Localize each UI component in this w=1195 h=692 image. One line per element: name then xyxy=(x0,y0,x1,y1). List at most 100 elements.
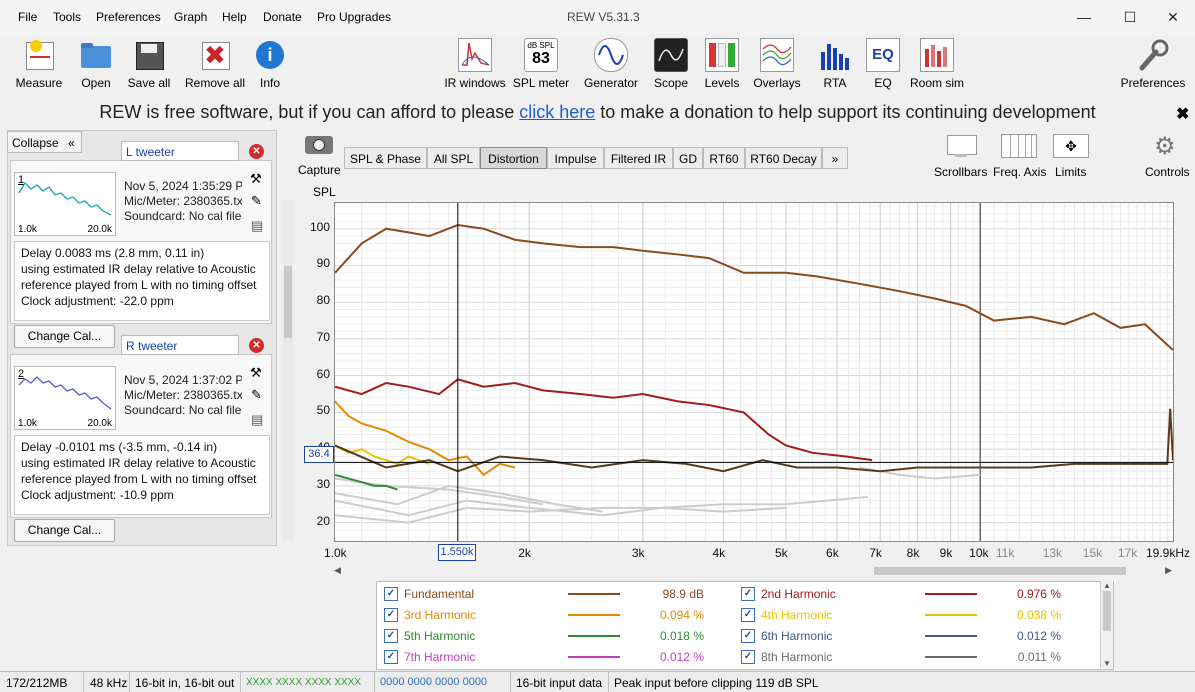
legend-checkbox[interactable]: ✓ xyxy=(741,650,755,664)
panel-scrollbar[interactable] xyxy=(283,200,293,540)
tab-impulse[interactable]: Impulse xyxy=(547,147,604,169)
delay-line: using estimated IR delay relative to Aco… xyxy=(21,262,256,276)
legend-swatch xyxy=(925,614,977,616)
room-sim-button[interactable]: Room sim xyxy=(908,38,966,90)
tab-spl-phase[interactable]: SPL & Phase xyxy=(344,147,427,169)
series-line-noise xyxy=(335,408,1173,473)
remove-measurement-1-icon[interactable]: ✕ xyxy=(249,144,264,159)
legend-checkbox[interactable]: ✓ xyxy=(384,587,398,601)
ir-windows-button[interactable]: IR windows xyxy=(442,38,508,90)
legend-checkbox[interactable]: ✓ xyxy=(741,629,755,643)
delay-line: reference played from L with no timing o… xyxy=(21,472,257,486)
camera-icon[interactable] xyxy=(302,136,336,158)
notes-icon-1[interactable]: ▤ xyxy=(251,218,264,233)
room-sim-label: Room sim xyxy=(909,76,964,90)
menu-pro-upgrades[interactable]: Pro Upgrades xyxy=(317,10,392,24)
freq-axis-label[interactable]: Freq. Axis xyxy=(993,165,1047,179)
freq-axis-icon[interactable] xyxy=(1001,134,1037,158)
eq-button[interactable]: EQ EQ xyxy=(866,38,900,90)
notes-icon-2[interactable]: ▤ xyxy=(251,412,264,427)
limits-icon[interactable]: ✥ xyxy=(1053,134,1089,158)
panel-scroll-thumb[interactable] xyxy=(284,266,292,338)
legend-checkbox[interactable]: ✓ xyxy=(384,650,398,664)
measurement-thumbnail-2[interactable]: 2 1.0k 20.0k xyxy=(14,366,116,430)
tab-gd[interactable]: GD xyxy=(673,147,703,169)
overlays-button[interactable]: Overlays xyxy=(752,38,802,90)
menu-graph[interactable]: Graph xyxy=(174,10,208,24)
x-tick-label: 13k xyxy=(1042,546,1063,560)
pencil-icon-1[interactable]: ✎ xyxy=(251,193,262,208)
measurement-thumbnail-1[interactable]: 1 1.0k 20.0k xyxy=(14,172,116,236)
tab-all-spl[interactable]: All SPL xyxy=(427,147,480,169)
gear-icon[interactable]: ⚙ xyxy=(1154,133,1176,160)
distortion-plot[interactable] xyxy=(334,202,1174,542)
donation-link[interactable]: click here xyxy=(519,102,596,122)
x-tick-label: 5k xyxy=(774,546,788,560)
save-all-button[interactable]: Save all xyxy=(126,38,172,90)
change-cal-button-1[interactable]: Change Cal... xyxy=(14,325,115,348)
tools-icon-1[interactable]: ⚒ xyxy=(250,171,262,186)
tab-distortion[interactable]: Distortion xyxy=(480,147,547,169)
capture-label[interactable]: Capture xyxy=(298,163,341,177)
measurement-name-1[interactable]: L tweeter xyxy=(121,141,239,161)
legend-value: 0.018 % xyxy=(659,629,704,643)
scrollbars-icon[interactable] xyxy=(945,135,977,159)
plot-scroll-thumb[interactable] xyxy=(874,567,1126,575)
open-label: Open xyxy=(81,76,111,90)
measurement-name-2[interactable]: R tweeter xyxy=(121,335,239,355)
measure-button[interactable]: Measure xyxy=(14,38,64,90)
maximize-icon[interactable]: ☐ xyxy=(1123,9,1137,25)
legend-checkbox[interactable]: ✓ xyxy=(384,629,398,643)
legend-value: 0.038 % xyxy=(1016,608,1061,622)
plot-canvas[interactable] xyxy=(335,203,1173,541)
remove-measurement-2-icon[interactable]: ✕ xyxy=(249,338,264,353)
plot-horizontal-scrollbar[interactable]: ◀ ▶ xyxy=(334,565,1174,577)
legend-checkbox[interactable]: ✓ xyxy=(741,587,755,601)
scroll-left-icon[interactable]: ◀ xyxy=(334,565,341,575)
menu-donate[interactable]: Donate xyxy=(263,10,302,24)
measurement-mic-2: Mic/Meter: 2380365.txt xyxy=(124,388,242,402)
legend-scroll-thumb[interactable] xyxy=(1103,591,1111,631)
menu-help[interactable]: Help xyxy=(222,10,247,24)
legend-series-name: 6th Harmonic xyxy=(761,629,833,643)
change-cal-button-2[interactable]: Change Cal... xyxy=(14,519,115,542)
scope-label: Scope xyxy=(653,76,689,90)
tab-rt60[interactable]: RT60 xyxy=(703,147,745,169)
legend-scroll-down-icon[interactable]: ▼ xyxy=(1103,659,1111,668)
preferences-button[interactable]: Preferences xyxy=(1120,38,1186,90)
status-peak-input: Peak input before clipping 119 dB SPL xyxy=(614,676,819,690)
scrollbars-label[interactable]: Scrollbars xyxy=(934,165,988,179)
generator-button[interactable]: Generator xyxy=(583,38,639,90)
controls-label[interactable]: Controls xyxy=(1145,165,1190,179)
close-window-icon[interactable]: ✕ xyxy=(1167,9,1179,25)
legend-scrollbar[interactable]: ▲ ▼ xyxy=(1100,581,1113,668)
measure-icon xyxy=(22,38,56,72)
legend-checkbox[interactable]: ✓ xyxy=(741,608,755,622)
tab-more[interactable]: » xyxy=(822,147,848,169)
tools-icon-2[interactable]: ⚒ xyxy=(250,365,262,380)
pencil-icon-2[interactable]: ✎ xyxy=(251,387,262,402)
scope-button[interactable]: Scope xyxy=(652,38,690,90)
tab-filtered-ir[interactable]: Filtered IR xyxy=(604,147,673,169)
cursor-x-readout: 1.550k xyxy=(438,544,476,561)
legend-checkbox[interactable]: ✓ xyxy=(384,608,398,622)
x-tick-label: 2k xyxy=(518,546,531,560)
menu-file[interactable]: File xyxy=(18,10,38,24)
measurement-date-2: Nov 5, 2024 1:37:02 PM xyxy=(124,373,242,387)
legend-scroll-up-icon[interactable]: ▲ xyxy=(1103,581,1111,590)
spl-meter-button[interactable]: dB SPL 83 SPL meter xyxy=(512,38,570,90)
remove-all-button[interactable]: ✖ Remove all xyxy=(184,38,246,90)
levels-button[interactable]: Levels xyxy=(702,38,742,90)
close-banner-icon[interactable]: ✖ xyxy=(1176,106,1190,123)
info-button[interactable]: i Info xyxy=(252,38,288,90)
limits-label[interactable]: Limits xyxy=(1055,165,1087,179)
collapse-button[interactable]: Collapse « xyxy=(7,131,82,153)
legend-value: 0.094 % xyxy=(659,608,704,622)
rta-button[interactable]: RTA xyxy=(818,38,852,90)
menu-preferences[interactable]: Preferences xyxy=(96,10,161,24)
minimize-icon[interactable]: — xyxy=(1077,9,1091,25)
menu-tools[interactable]: Tools xyxy=(53,10,82,24)
tab-rt60-decay[interactable]: RT60 Decay xyxy=(745,147,822,169)
open-button[interactable]: Open xyxy=(78,38,114,90)
scroll-right-icon[interactable]: ▶ xyxy=(1165,565,1172,575)
